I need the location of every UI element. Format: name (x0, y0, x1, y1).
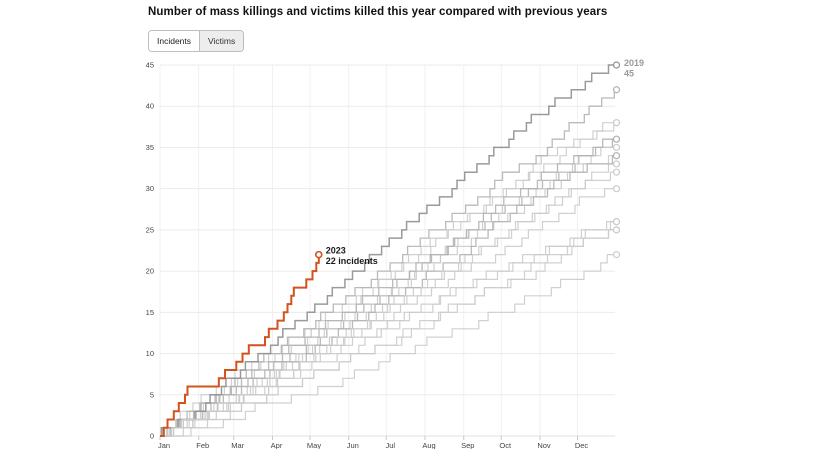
endpoint-marker-2011 (612, 160, 621, 168)
y-axis-labels: 0 5 10 15 20 25 30 35 40 45 (146, 61, 154, 441)
x-tick-label: Mar (231, 441, 244, 449)
x-tick-label: Feb (196, 441, 209, 449)
endpoint-marker-2012 (612, 152, 621, 160)
y-tick-label: 40 (146, 102, 154, 111)
x-tick-label: Nov (537, 441, 551, 449)
end-label-2019: 2019 (624, 58, 644, 68)
y-tick-label: 10 (146, 349, 154, 358)
end-label-2023: 2023 (326, 246, 346, 256)
x-tick-label: Oct (499, 441, 512, 449)
year-line-2020 (160, 254, 615, 437)
y-tick-label: 20 (146, 267, 154, 276)
y-tick-label: 0 (150, 432, 154, 441)
y-tick-label: 30 (146, 184, 154, 193)
endpoint-marker-2018 (612, 86, 621, 94)
year-line-2018 (160, 89, 615, 437)
tab-incidents[interactable]: Incidents (149, 31, 200, 51)
y-tick-label: 15 (146, 308, 154, 317)
endpoint-marker-2016 (612, 185, 621, 193)
year-line-2021 (160, 221, 615, 437)
end-label-2023: 22 incidents (326, 256, 378, 266)
x-tick-label: Jan (158, 441, 170, 449)
x-tick-label: Jul (385, 441, 395, 449)
x-axis-labels: Jan Feb Mar Apr May Jun Jul Aug Sep Oct Nov Dec (158, 436, 588, 449)
endpoint-marker-2013 (612, 168, 621, 176)
endpoint-markers (314, 61, 621, 259)
grid (159, 64, 615, 437)
x-tick-label: Dec (575, 441, 589, 449)
end-label-2019: 45 (624, 69, 634, 79)
previous-year-lines (160, 64, 615, 437)
x-tick-label: Aug (422, 441, 435, 449)
highlight-line-2023 (160, 254, 320, 437)
endpoint-marker-2023 (314, 250, 323, 259)
year-line-2009 (160, 122, 615, 437)
year-line-2019 (160, 64, 615, 437)
endpoint-marker-2019 (612, 61, 621, 69)
year-line-2022 (160, 229, 615, 437)
x-tick-label: Jun (347, 441, 359, 449)
year-line-2016 (160, 188, 615, 437)
endpoint-marker-2017 (612, 135, 621, 143)
endpoint-marker-2021 (612, 218, 621, 226)
view-toggle: Incidents Victims (148, 30, 245, 52)
year-line-2012 (160, 155, 615, 437)
x-tick-label: Apr (271, 441, 283, 449)
y-tick-label: 5 (150, 390, 154, 399)
endpoint-marker-2022 (612, 226, 621, 234)
y-tick-label: 35 (146, 143, 154, 152)
x-tick-label: Sep (461, 441, 474, 449)
year-line-2010 (160, 146, 615, 437)
x-tick-label: May (307, 441, 321, 449)
endpoint-marker-2009 (612, 119, 621, 127)
y-tick-label: 25 (146, 225, 154, 234)
year-line-2011 (160, 163, 615, 437)
page-title: Number of mass killings and victims kill… (148, 6, 608, 18)
year-line-2017 (160, 138, 615, 437)
year-line-2013 (160, 171, 615, 437)
endpoint-marker-2020 (612, 251, 621, 259)
endpoint-marker-2010 (612, 143, 621, 152)
tab-victims[interactable]: Victims (199, 31, 244, 51)
y-tick-label: 45 (146, 61, 154, 70)
